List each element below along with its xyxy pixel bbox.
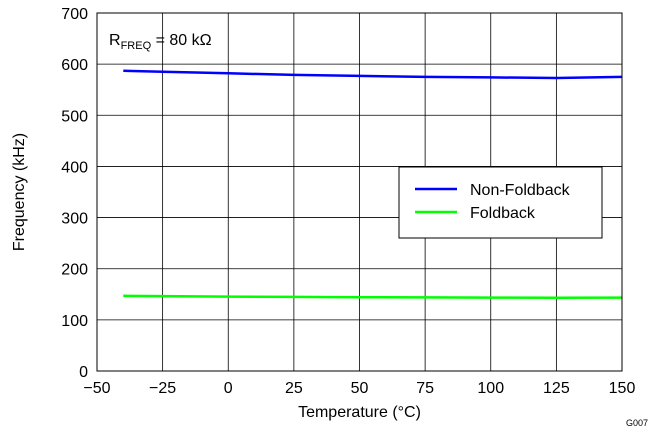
legend-label: Foldback	[470, 205, 536, 222]
x-axis-title: Temperature (°C)	[298, 404, 421, 421]
y-axis-title: Frequency (kHz)	[11, 133, 28, 251]
y-tick-label: 500	[61, 108, 88, 125]
plot-area	[96, 12, 623, 372]
y-tick-label: 600	[61, 57, 88, 74]
legend: Non-Foldback Foldback	[398, 166, 603, 239]
annotation-main: R	[109, 32, 121, 49]
x-tick-label: 25	[285, 380, 303, 397]
legend-label: Non-Foldback	[470, 182, 571, 199]
y-tick-label: 100	[61, 313, 88, 330]
x-tick-label: −25	[149, 380, 176, 397]
y-tick-label: 200	[61, 262, 88, 279]
x-tick-label: −50	[83, 380, 110, 397]
y-tick-label: 300	[61, 211, 88, 228]
y-tick-label: 0	[79, 364, 88, 381]
x-tick-labels: −50 −25 0 25 50 75 100 125 150	[83, 380, 635, 397]
x-tick-label: 125	[543, 380, 570, 397]
annotation-subscript: FREQ	[121, 40, 152, 52]
y-tick-label: 400	[61, 159, 88, 176]
annotation-value: = 80 kΩ	[151, 32, 211, 49]
legend-box	[398, 166, 603, 239]
y-tick-label: 700	[61, 6, 88, 23]
rfreq-annotation: RFREQ = 80 kΩ	[109, 32, 212, 52]
x-tick-label: 75	[416, 380, 434, 397]
series-line-foldback	[123, 294, 623, 299]
x-tick-label: 0	[224, 380, 233, 397]
y-tick-labels: 0 100 200 300 400 500 600 700	[61, 6, 88, 381]
series-line-non-foldback	[123, 69, 623, 80]
x-tick-label: 50	[351, 380, 369, 397]
x-tick-label: 150	[609, 380, 636, 397]
figure-id: G007	[626, 418, 648, 428]
series-lines	[123, 69, 623, 299]
x-tick-label: 100	[477, 380, 504, 397]
